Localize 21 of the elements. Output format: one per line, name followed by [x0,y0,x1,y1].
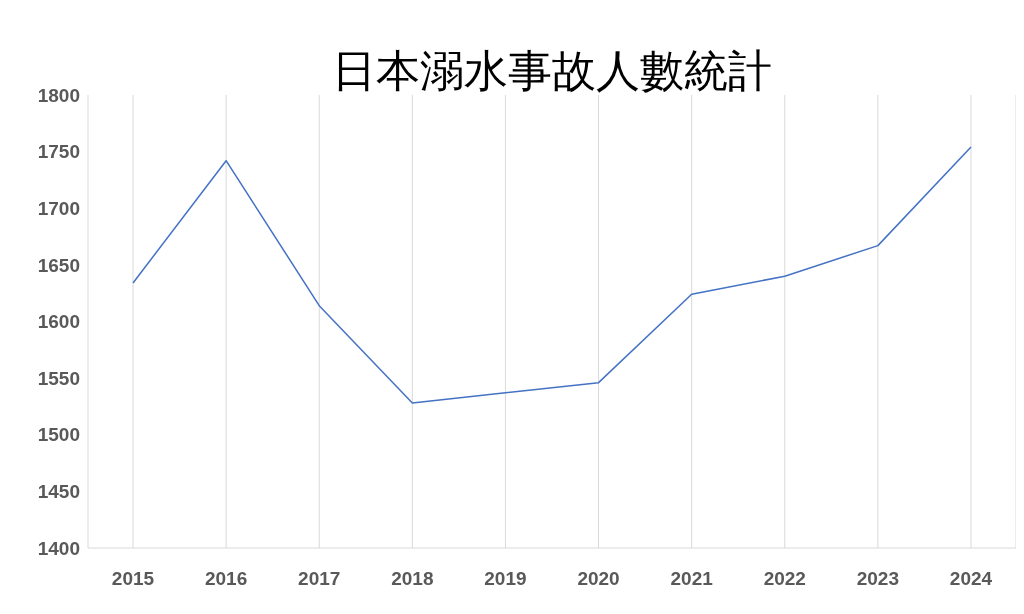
chart-title: 日本溺水事故人數統計 [331,44,773,98]
x-tick-label: 2015 [111,568,155,590]
y-tick-label: 1500 [37,424,80,446]
y-tick-label: 1650 [37,254,80,276]
x-tick-label: 2024 [949,568,993,590]
y-tick-label: 1750 [37,141,80,163]
x-tick-label: 2023 [856,568,900,590]
y-tick-label: 1450 [37,481,80,503]
x-tick-label: 2022 [763,568,806,590]
x-tick-label: 2019 [484,568,527,590]
line-series [132,146,972,404]
y-tick-label: 1800 [37,84,80,106]
x-tick-label: 2017 [298,568,341,590]
x-tick-label: 2016 [204,568,248,590]
y-tick-label: 1400 [37,537,80,559]
x-tick-label: 2020 [577,568,620,590]
x-tick-label: 2021 [670,568,714,590]
y-tick-label: 1550 [37,367,80,389]
y-tick-label: 1600 [37,311,80,333]
x-tick-label: 2018 [391,568,434,590]
y-tick-label: 1700 [37,197,80,219]
